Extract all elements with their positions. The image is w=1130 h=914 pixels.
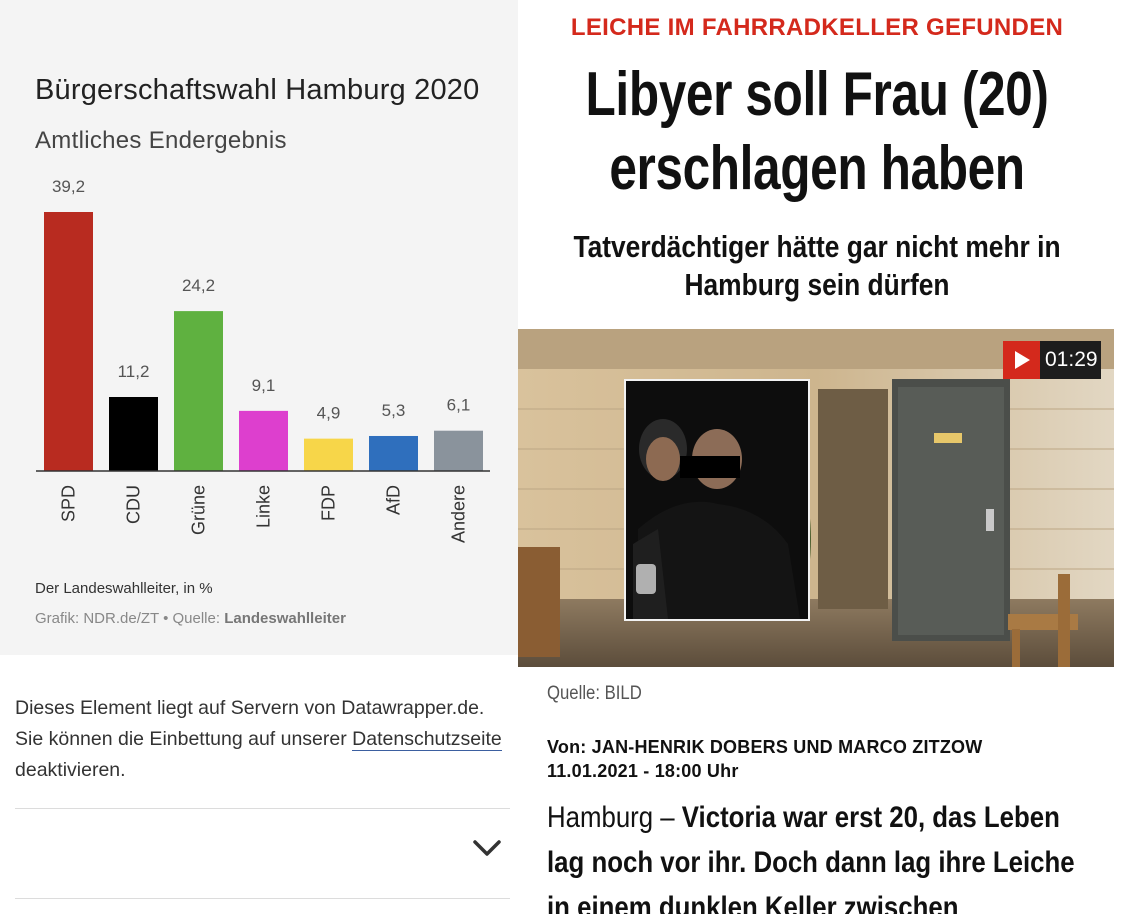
category-label: AfD <box>384 485 404 515</box>
value-label: 9,1 <box>252 376 276 395</box>
credit-prefix: Grafik: NDR.de/ZT • Quelle: <box>35 610 225 627</box>
bar-andere <box>434 430 483 471</box>
bar-afd <box>369 435 418 471</box>
category-label: Linke <box>254 485 274 528</box>
category-label: SPD <box>59 485 79 522</box>
headline-line: erschlagen haben <box>609 134 1025 203</box>
bar-fdp <box>304 438 353 471</box>
value-label: 6,1 <box>447 396 471 415</box>
chart-subtitle: Amtliches Endergebnis <box>35 127 287 154</box>
image-source: Quelle: BILD <box>547 683 642 704</box>
category-label: FDP <box>319 485 339 521</box>
author-line: Von: JAN-HENRIK DOBERS UND MARCO ZITZOW <box>547 737 983 757</box>
bar-spd <box>44 212 93 471</box>
article-body: Hamburg – Victoria war erst 20, das Lebe… <box>547 795 1106 914</box>
bar-chart: 39,2 SPD 11,2 CDU 24,2 Grüne 9,1 Linke 4,9 FDP 5,3… <box>36 177 490 543</box>
category-label: Andere <box>449 485 469 543</box>
article-panel: LEICHE IM FAHRRADKELLER GEFUNDEN Libyer … <box>518 0 1130 914</box>
value-label: 24,2 <box>182 276 215 295</box>
divider <box>15 898 510 899</box>
dateline: Hamburg – <box>547 801 682 834</box>
chart-card: Bürgerschaftswahl Hamburg 2020 Amtliches… <box>0 0 518 655</box>
value-label: 39,2 <box>52 177 85 196</box>
chart-note: Der Landeswahlleiter, in % <box>35 580 213 597</box>
lead-text: lag noch vor ihr. Doch dann lag ihre Lei… <box>547 846 1075 879</box>
cellar-photo <box>518 329 1114 667</box>
category-label: CDU <box>124 485 144 524</box>
video-duration: 01:29 <box>1045 348 1098 371</box>
notice-text-2: deaktivieren. <box>15 759 126 781</box>
chart-credit: Grafik: NDR.de/ZT • Quelle: Landeswahlle… <box>35 610 346 627</box>
privacy-page-link[interactable]: Datenschutzseite <box>352 728 502 751</box>
article-kicker: LEICHE IM FAHRRADKELLER GEFUNDEN <box>570 14 1064 41</box>
bar-grüne <box>174 311 223 471</box>
lead-text: in einem dunklen Keller zwischen <box>547 891 959 914</box>
video-play-badge[interactable]: 01:29 <box>1003 341 1101 379</box>
value-label: 11,2 <box>118 362 150 381</box>
subhead-line: Tatverdächtiger hätte gar nicht mehr in <box>573 229 1061 264</box>
play-icon <box>1015 351 1030 369</box>
datawrapper-embed-panel: Bürgerschaftswahl Hamburg 2020 Amtliches… <box>0 0 518 914</box>
expand-button[interactable] <box>470 834 504 864</box>
credit-source-link[interactable]: Landeswahlleiter <box>224 610 346 627</box>
article-headline[interactable]: Libyer soll Frau (20) erschlagen haben <box>578 58 1056 206</box>
bar-cdu <box>109 397 158 471</box>
privacy-notice: Dieses Element liegt auf Servern von Dat… <box>15 693 510 786</box>
chart-title: Bürgerschaftswahl Hamburg 2020 <box>35 74 480 106</box>
article-subheadline: Tatverdächtiger hätte gar nicht mehr in … <box>563 228 1071 304</box>
divider <box>15 808 510 809</box>
lead-text: Victoria war erst 20, das Leben <box>681 801 1060 834</box>
article-byline: Von: JAN-HENRIK DOBERS UND MARCO ZITZOW … <box>547 735 982 783</box>
chevron-down-icon <box>473 840 501 856</box>
bar-linke <box>239 410 288 471</box>
publish-date: 11.01.2021 - 18:00 Uhr <box>547 761 739 781</box>
category-label: Grüne <box>189 485 209 535</box>
notice-text-1: Dieses Element liegt auf Servern von Dat… <box>15 697 485 750</box>
article-video-thumbnail[interactable] <box>518 329 1114 667</box>
play-button[interactable] <box>1003 341 1040 379</box>
headline-line: Libyer soll Frau (20) <box>585 60 1049 129</box>
value-label: 4,9 <box>317 404 341 423</box>
subhead-line: Hamburg sein dürfen <box>684 267 950 302</box>
value-label: 5,3 <box>382 401 406 420</box>
